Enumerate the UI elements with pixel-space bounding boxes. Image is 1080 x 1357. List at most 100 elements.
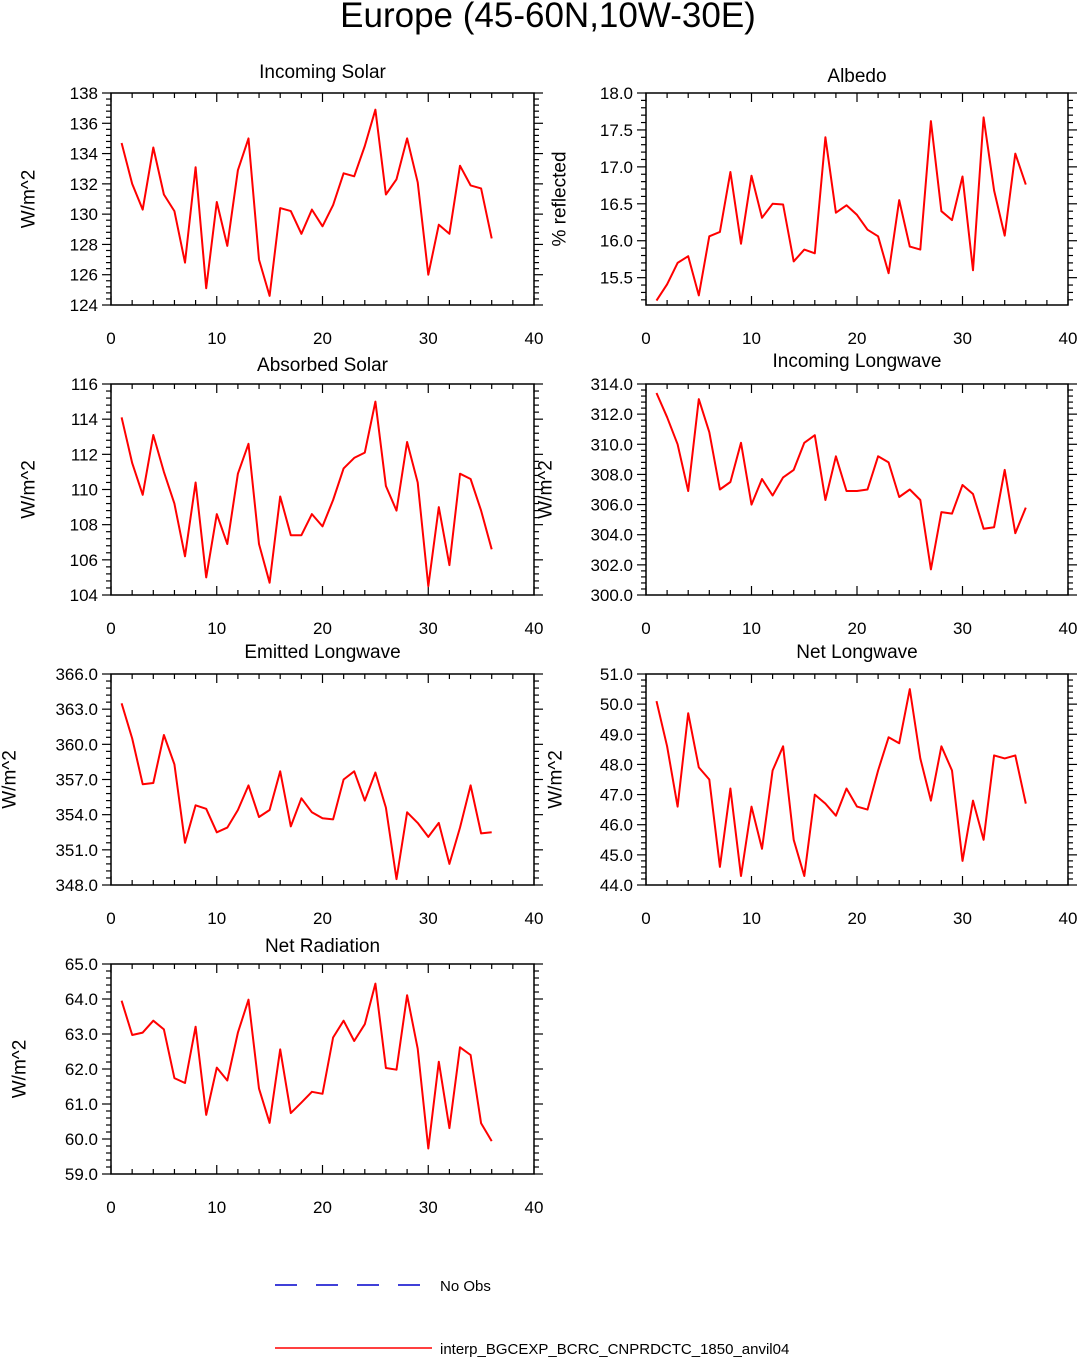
legend: No Obs interp_BGCEXP_BCRC_CNPRDCTC_1850_a… [275, 1278, 789, 1357]
panel-incoming-longwave: Incoming Longwave 0 10 20 30 40 300.0 302.0 304.… [536, 351, 1078, 638]
figure-title: Europe (45-60N,10W-30E) [340, 0, 756, 35]
y-axis-label: W/m^2 [19, 460, 40, 519]
panel-absorbed-solar: Absorbed Solar 0 10 20 30 40 104 106 108 110 112 11… [19, 355, 544, 638]
panel-title: Albedo [827, 66, 886, 87]
x-tick-label: 30 [419, 1198, 438, 1217]
x-tick-label: 0 [641, 619, 650, 638]
y-tick-label: 46.0 [600, 816, 633, 835]
y-tick-label: 360.0 [55, 735, 98, 754]
y-tick-label: 44.0 [600, 876, 633, 895]
y-tick-label: 134 [70, 145, 98, 164]
series-line [655, 392, 1027, 571]
y-tick-label: 130 [70, 205, 98, 224]
y-tick-label: 363.0 [55, 700, 98, 719]
x-tick-label: 40 [1059, 909, 1078, 928]
y-tick-label: 312.0 [590, 405, 633, 424]
y-tick-label: 124 [70, 296, 98, 315]
y-tick-label: 116 [71, 375, 98, 394]
panel-emitted-longwave: Emitted Longwave 0 10 20 30 40 348.0 351.0 354.0… [0, 642, 543, 928]
plot-frame [110, 963, 535, 1175]
y-tick-label: 51.0 [600, 665, 633, 684]
x-tick-label: 30 [953, 909, 972, 928]
panel-title: Incoming Solar [259, 62, 386, 83]
x-tick-label: 0 [106, 619, 115, 638]
y-tick-label: 108 [70, 516, 98, 535]
y-tick-label: 18.0 [600, 84, 633, 103]
y-tick-label: 47.0 [600, 786, 633, 805]
plot-frame [645, 92, 1069, 306]
y-tick-label: 65.0 [65, 955, 98, 974]
y-axis-label: W/m^2 [536, 460, 557, 519]
panel-incoming-solar: Incoming Solar 0 10 20 30 40 124 126 128 130 132 13… [19, 62, 544, 348]
panel-title: Net Longwave [796, 642, 917, 663]
x-tick-label: 30 [419, 909, 438, 928]
y-tick-label: 59.0 [65, 1165, 98, 1184]
series-line [120, 703, 492, 881]
x-tick-label: 20 [313, 1198, 332, 1217]
y-tick-label: 110 [71, 481, 98, 500]
legend-label: No Obs [440, 1278, 491, 1295]
y-axis-label: W/m^2 [10, 1040, 31, 1099]
x-tick-label: 40 [525, 619, 544, 638]
x-tick-label: 20 [848, 909, 867, 928]
panel-albedo: Albedo 0 10 20 30 40 15.5 16.0 16.5 17.0 17.5 18.0%… [550, 66, 1078, 348]
y-tick-label: 45.0 [600, 846, 633, 865]
y-tick-label: 132 [70, 175, 98, 194]
x-tick-label: 0 [106, 909, 115, 928]
y-axis-label: W/m^2 [19, 170, 40, 229]
y-tick-label: 128 [70, 235, 98, 254]
x-tick-label: 10 [742, 329, 761, 348]
series-line [655, 116, 1027, 302]
y-tick-label: 302.0 [590, 556, 633, 575]
x-tick-label: 40 [1059, 329, 1078, 348]
series-line [655, 688, 1027, 877]
plot-frame [110, 92, 535, 306]
x-tick-label: 20 [313, 909, 332, 928]
y-tick-label: 16.5 [600, 195, 633, 214]
y-tick-label: 114 [71, 410, 98, 429]
panel-title: Net Radiation [265, 936, 380, 957]
y-tick-label: 126 [70, 266, 98, 285]
y-tick-label: 112 [71, 445, 98, 464]
y-tick-label: 136 [70, 114, 98, 133]
y-tick-label: 63.0 [65, 1025, 98, 1044]
x-tick-label: 30 [953, 329, 972, 348]
panel-title: Incoming Longwave [773, 351, 942, 372]
legend-label: interp_BGCEXP_BCRC_CNPRDCTC_1850_anvil04 [440, 1341, 789, 1357]
x-tick-label: 40 [1059, 619, 1078, 638]
panel-net-radiation: Net Radiation 0 10 20 30 40 59.0 60.0 61.0 62.0 63… [10, 936, 544, 1217]
x-tick-label: 10 [207, 909, 226, 928]
x-tick-label: 10 [207, 619, 226, 638]
y-tick-label: 15.5 [600, 269, 633, 288]
y-axis-label: W/m^2 [546, 750, 567, 809]
x-tick-label: 40 [525, 1198, 544, 1217]
plot-frame [110, 673, 535, 886]
series-line [120, 400, 493, 588]
y-tick-label: 351.0 [55, 841, 98, 860]
y-tick-label: 348.0 [55, 876, 98, 895]
panel-net-longwave: Net Longwave 0 10 20 30 40 44.0 45.0 46.0 47.0 48.… [546, 642, 1078, 928]
series-line [120, 982, 493, 1150]
y-tick-label: 308.0 [590, 465, 633, 484]
y-tick-label: 106 [70, 551, 98, 570]
y-tick-label: 304.0 [590, 526, 633, 545]
panel-title: Absorbed Solar [257, 355, 389, 376]
y-tick-label: 50.0 [600, 695, 633, 714]
y-tick-label: 62.0 [65, 1060, 98, 1079]
x-tick-label: 20 [848, 619, 867, 638]
panel-title: Emitted Longwave [244, 642, 400, 663]
y-tick-label: 366.0 [55, 665, 98, 684]
y-tick-label: 60.0 [65, 1130, 98, 1149]
y-axis-label: W/m^2 [0, 750, 21, 809]
y-tick-label: 306.0 [590, 496, 633, 515]
y-tick-label: 310.0 [590, 435, 633, 454]
y-tick-label: 48.0 [600, 755, 633, 774]
plot-frame [645, 383, 1069, 596]
x-tick-label: 0 [106, 1198, 115, 1217]
x-tick-label: 40 [525, 329, 544, 348]
x-tick-label: 20 [313, 619, 332, 638]
y-tick-label: 354.0 [55, 806, 98, 825]
x-tick-label: 0 [641, 329, 650, 348]
series-line [120, 108, 493, 297]
plot-frame [110, 383, 535, 596]
